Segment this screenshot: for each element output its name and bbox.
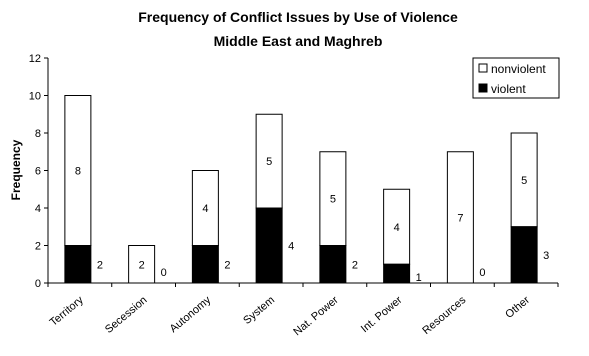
y-tick-label: 0 (35, 278, 41, 290)
legend: nonviolent violent (472, 57, 560, 99)
data-label-violent: 1 (416, 272, 422, 284)
x-tick-label: Resources (420, 294, 468, 337)
bar-violent (383, 263, 411, 284)
bar-violent (64, 245, 92, 284)
data-label-nonviolent: 4 (202, 203, 208, 215)
data-label-nonviolent: 5 (330, 194, 336, 206)
bar-nonviolent (128, 245, 156, 284)
data-label-violent: 2 (224, 259, 230, 271)
data-label-violent: 2 (97, 259, 103, 271)
x-tick-label: Autonomy (168, 294, 214, 335)
bar-nonviolent (64, 95, 92, 246)
legend-swatch-nonviolent (478, 63, 488, 73)
legend-label-violent: violent (491, 82, 526, 96)
y-tick-label: 4 (35, 203, 41, 215)
bar-violent (319, 245, 347, 284)
data-label-nonviolent: 8 (75, 166, 81, 178)
chart-title: Frequency of Conflict Issues by Use of V… (138, 9, 458, 25)
data-label-violent: 0 (161, 267, 167, 279)
bar-violent (191, 245, 219, 284)
data-label-nonviolent: 4 (394, 222, 400, 234)
bar-nonviolent (255, 113, 283, 209)
data-label-violent: 2 (352, 259, 358, 271)
x-tick-label: Nat. Power (291, 294, 341, 338)
legend-swatch-violent (478, 83, 488, 93)
bar-violent (510, 226, 538, 284)
bars: 8 2 2 0 4 2 5 4 5 2 4 1 7 0 5 3 (64, 95, 549, 284)
y-axis-label: Frequency (9, 139, 23, 200)
y-tick-label: 8 (35, 128, 41, 140)
bar-nonviolent (446, 151, 474, 284)
bar-violent (255, 207, 283, 284)
legend-label-nonviolent: nonviolent (491, 62, 546, 76)
bar-nonviolent (383, 188, 411, 265)
x-tick-label: System (241, 294, 277, 327)
data-label-nonviolent: 7 (457, 212, 463, 224)
data-label-violent: 4 (288, 241, 294, 253)
x-tick-label: Other (503, 294, 532, 321)
y-tick-label: 2 (35, 241, 41, 253)
bar-nonviolent (191, 170, 219, 246)
data-label-nonviolent: 5 (266, 156, 272, 168)
data-label-nonviolent: 2 (139, 259, 145, 271)
x-tick-label: Secession (103, 294, 150, 336)
y-tick-label: 10 (29, 91, 41, 103)
x-tick-label: Int. Power (359, 294, 405, 335)
chart-subtitle: Middle East and Maghreb (214, 33, 383, 49)
x-tick-labels: Territory Secession Autonomy System Nat. Pow… (48, 294, 533, 338)
x-tick-label: Territory (48, 294, 87, 329)
data-label-nonviolent: 5 (521, 175, 527, 187)
y-tick-label: 6 (35, 166, 41, 178)
data-label-violent: 3 (543, 250, 549, 262)
y-tick-label: 12 (29, 53, 41, 65)
data-label-violent: 0 (479, 267, 485, 279)
